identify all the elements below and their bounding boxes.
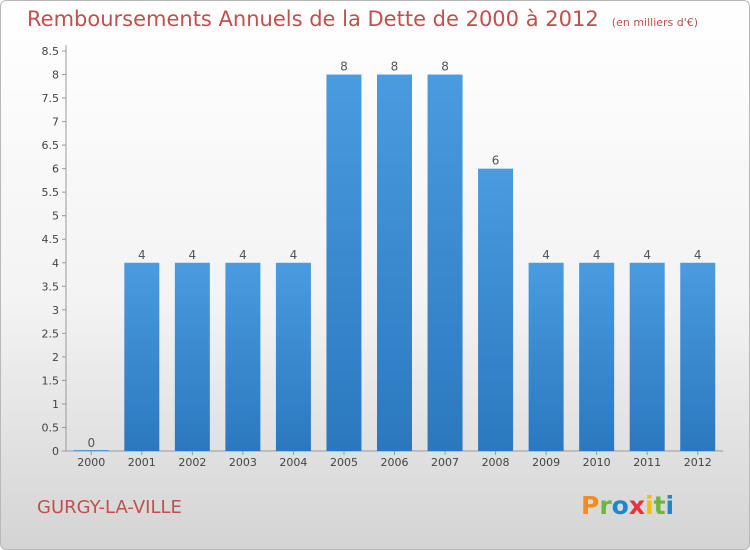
- x-tick-label: 2007: [431, 456, 459, 469]
- x-tick-label: 2010: [583, 456, 611, 469]
- x-tick-label: 2002: [178, 456, 206, 469]
- x-tick-label: 2009: [532, 456, 560, 469]
- x-tick-label: 2008: [482, 456, 510, 469]
- y-tick-label: 4.5: [42, 233, 60, 246]
- data-label: 4: [694, 248, 702, 262]
- y-tick-label: 0: [52, 445, 59, 458]
- y-tick-label: 7: [52, 116, 59, 129]
- bar-2003: [225, 262, 261, 451]
- bar-2006: [377, 74, 412, 451]
- logo-letter: t: [653, 491, 666, 520]
- x-tick-label: 2003: [229, 456, 257, 469]
- data-label: 8: [340, 60, 348, 74]
- x-tick-label: 2000: [77, 456, 105, 469]
- proxiti-logo: Proxiti: [581, 491, 674, 520]
- x-tick-label: 2011: [633, 456, 661, 469]
- data-label: 4: [593, 248, 601, 262]
- bar-2011: [629, 262, 665, 451]
- y-tick-label: 3: [52, 304, 59, 317]
- chart-title: Remboursements Annuels de la Dette de 20…: [27, 7, 599, 31]
- logo-letter: o: [611, 491, 629, 520]
- y-tick-label: 3.5: [42, 280, 60, 293]
- bar-2009: [528, 262, 564, 451]
- data-label: 4: [138, 248, 146, 262]
- x-tick-label: 2006: [381, 456, 409, 469]
- y-tick-label: 6: [52, 163, 59, 176]
- y-tick-label: 5.5: [42, 186, 60, 199]
- data-label: 4: [189, 248, 197, 262]
- y-tick-label: 6.5: [42, 139, 60, 152]
- y-tick-label: 1: [52, 398, 59, 411]
- y-tick-label: 5: [52, 210, 59, 223]
- data-label: 4: [239, 248, 247, 262]
- bar-2010: [579, 262, 615, 451]
- logo-letter: i: [645, 491, 654, 520]
- data-label: 4: [643, 248, 651, 262]
- y-tick-label: 2.5: [42, 327, 60, 340]
- logo-letter: x: [628, 491, 645, 520]
- bar-2002: [174, 262, 210, 451]
- y-tick-label: 1.5: [42, 374, 60, 387]
- y-tick-label: 2: [52, 351, 59, 364]
- data-label: 8: [391, 60, 399, 74]
- chart-subtitle: (en milliers d'€): [611, 16, 699, 29]
- bar-2008: [478, 168, 514, 451]
- logo-letter: P: [581, 491, 600, 520]
- bar-2012: [680, 262, 716, 451]
- data-label: 4: [290, 248, 298, 262]
- x-tick-label: 2004: [279, 456, 307, 469]
- bar-2007: [427, 74, 463, 451]
- chart-title-block: Remboursements Annuels de la Dette de 20…: [27, 7, 698, 31]
- y-tick-label: 8: [52, 69, 59, 82]
- logo-letter: i: [665, 491, 675, 520]
- bar-2004: [275, 262, 311, 451]
- y-tick-label: 4: [52, 257, 59, 270]
- logo-letter: r: [599, 491, 612, 520]
- y-tick-label: 7.5: [42, 92, 60, 105]
- y-tick-label: 8.5: [42, 45, 60, 58]
- y-tick-label: 0.5: [42, 421, 60, 434]
- x-tick-label: 2012: [684, 456, 712, 469]
- data-label: 8: [441, 60, 449, 74]
- data-label: 6: [492, 154, 500, 168]
- data-label: 0: [87, 436, 95, 450]
- commune-name: GURGY-LA-VILLE: [37, 497, 182, 518]
- bar-2005: [326, 74, 362, 451]
- bar-2001: [124, 262, 160, 451]
- data-label: 4: [542, 248, 550, 262]
- x-tick-label: 2001: [128, 456, 156, 469]
- x-tick-label: 2005: [330, 456, 358, 469]
